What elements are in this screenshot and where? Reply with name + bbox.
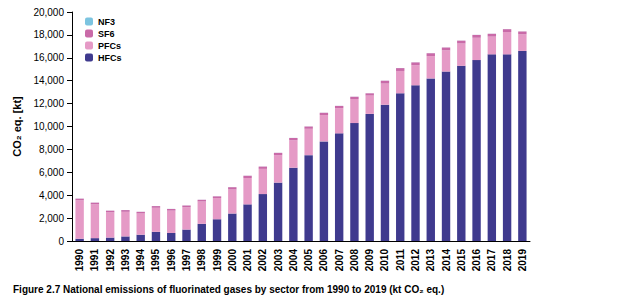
svg-text:2013: 2013 [425,249,436,272]
svg-text:16,000: 16,000 [33,52,64,63]
svg-text:CO₂ eq. [kt]: CO₂ eq. [kt] [11,96,23,157]
svg-text:2011: 2011 [395,249,406,271]
svg-text:1999: 1999 [212,249,223,272]
svg-text:2014: 2014 [441,249,452,272]
svg-text:1994: 1994 [135,249,146,272]
svg-text:2012: 2012 [410,249,421,272]
svg-text:2003: 2003 [273,249,284,272]
svg-text:1992: 1992 [105,249,116,272]
svg-text:2016: 2016 [471,249,482,272]
svg-text:6,000: 6,000 [39,167,64,178]
svg-text:14,000: 14,000 [33,75,64,86]
svg-text:4,000: 4,000 [39,190,64,201]
svg-text:2000: 2000 [227,249,238,272]
svg-text:2001: 2001 [242,249,253,272]
svg-text:1996: 1996 [166,249,177,272]
svg-text:1993: 1993 [120,249,131,272]
svg-text:2004: 2004 [288,249,299,272]
svg-text:NF3: NF3 [98,17,115,27]
svg-text:20,000: 20,000 [33,7,64,18]
svg-text:12,000: 12,000 [33,98,64,109]
svg-text:Figure 2.7 National emissions: Figure 2.7 National emissions of fluorin… [13,284,444,295]
svg-text:0: 0 [58,236,64,247]
svg-text:2017: 2017 [486,249,497,272]
svg-text:2019: 2019 [517,249,528,272]
svg-text:1995: 1995 [150,249,161,272]
svg-text:2002: 2002 [257,249,268,272]
svg-text:2005: 2005 [303,249,314,272]
svg-text:1990: 1990 [74,249,85,272]
svg-text:2018: 2018 [502,249,513,272]
svg-text:1991: 1991 [89,249,100,272]
svg-text:1998: 1998 [196,249,207,272]
svg-text:2006: 2006 [318,249,329,272]
svg-text:1997: 1997 [181,249,192,272]
svg-text:SF6: SF6 [98,29,115,39]
svg-text:2,000: 2,000 [39,213,64,224]
svg-text:PFCs: PFCs [98,41,121,51]
svg-text:8,000: 8,000 [39,144,64,155]
svg-text:2015: 2015 [456,249,467,272]
svg-text:HFCs: HFCs [98,53,122,63]
svg-text:2010: 2010 [379,249,390,272]
svg-text:18,000: 18,000 [33,29,64,40]
svg-text:10,000: 10,000 [33,121,64,132]
svg-text:2009: 2009 [364,249,375,272]
svg-text:2008: 2008 [349,249,360,272]
svg-text:2007: 2007 [334,249,345,272]
